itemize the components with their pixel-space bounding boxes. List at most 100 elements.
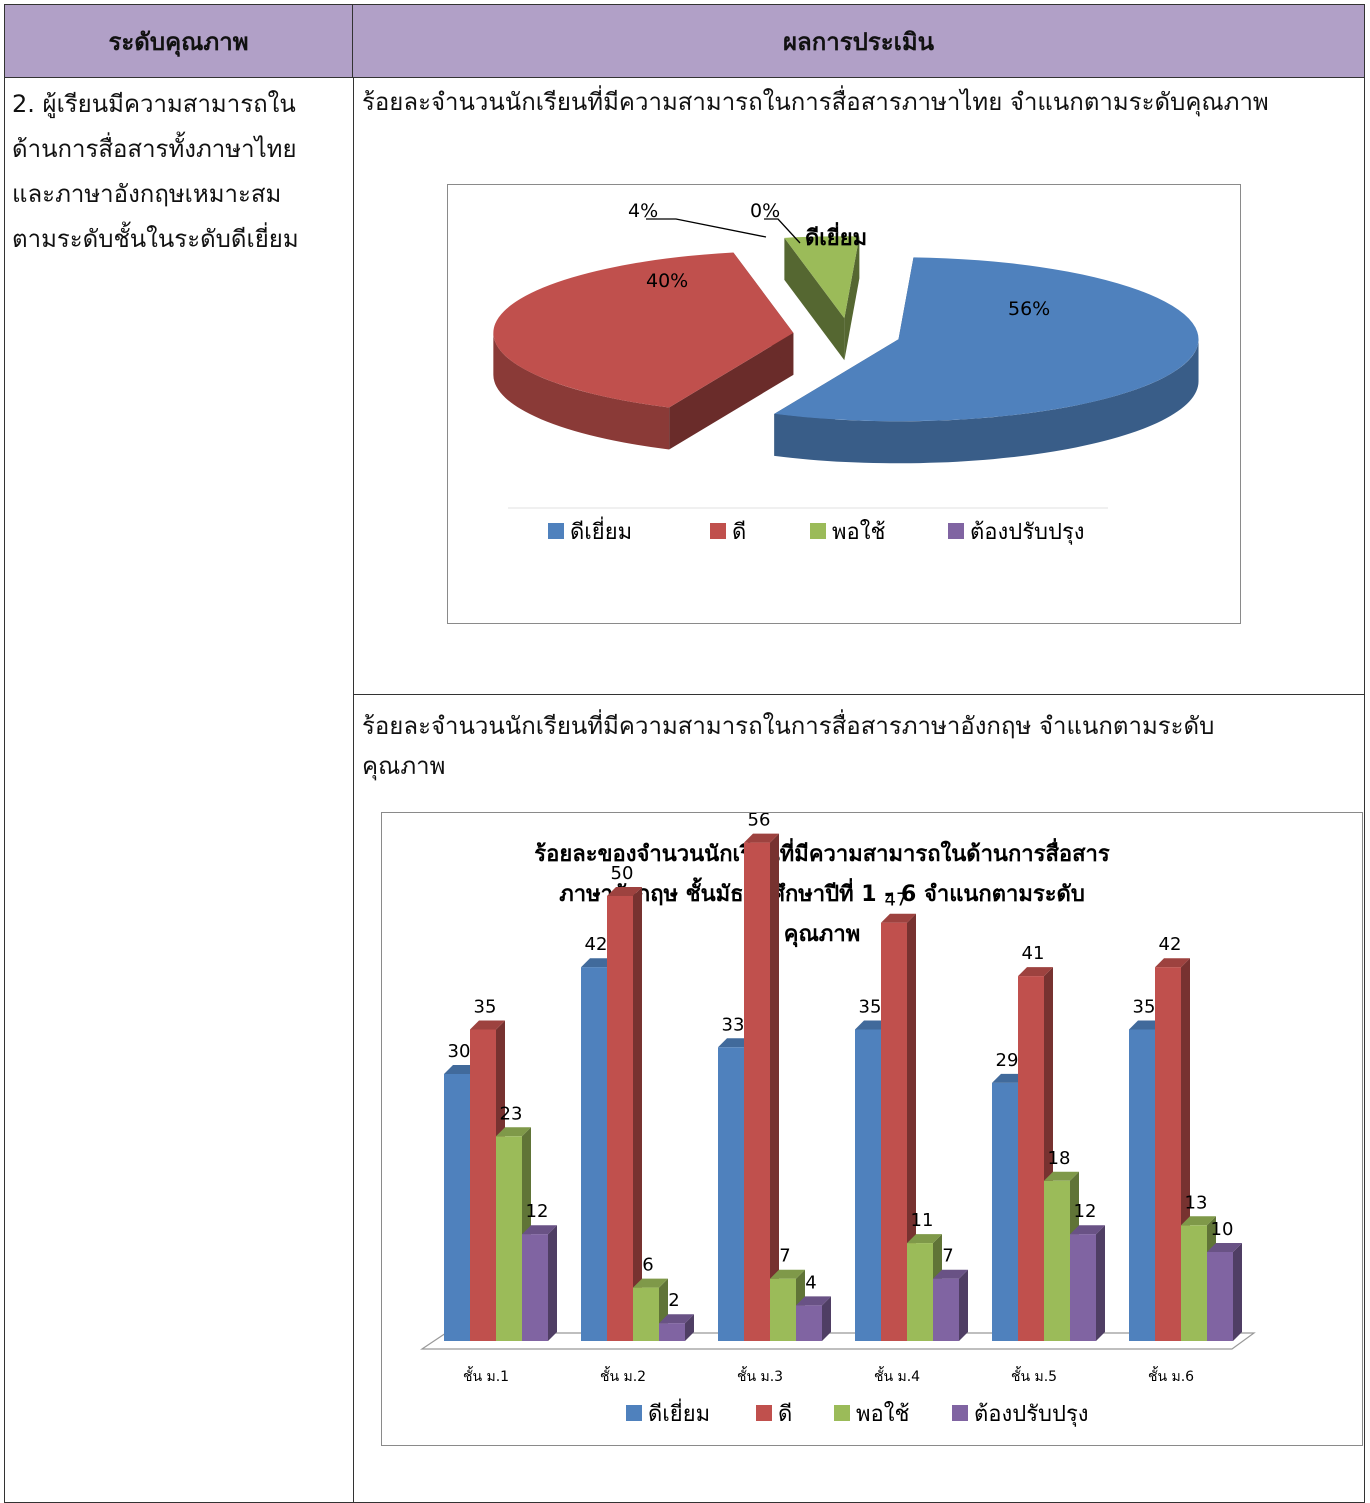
bar-data-label: 12 [1074,1201,1097,1222]
bar-data-label: 47 [885,890,908,911]
bar-data-label: 18 [1048,1148,1071,1169]
row-divider [353,694,1364,695]
pie-chart-svg: 56%40%4% 0%ดีเยี่ยมดีเยี่ยม ดี พอใช้ ต้องปรั… [493,200,1199,545]
english-bar-chart: ร้อยละของจำนวนนักเรียนที่มีความสามารถในด… [381,810,1363,1446]
bar-legend-swatch [952,1405,968,1421]
bar-side [548,1225,557,1341]
bar [1044,1180,1070,1341]
pie-leader-line [764,218,801,244]
pie-legend-label: ดี [732,520,746,545]
pie-annotation: ดีเยี่ยม [805,221,867,251]
bar-legend-label: พอใช้ [856,1401,909,1427]
pie-leader-line [646,218,767,238]
bar-top [1018,967,1053,977]
evaluation-table: ระดับคุณภาพ ผลการประเมิน [4,4,1365,1503]
bar-legend-label: ต้องปรับปรุง [974,1402,1089,1427]
bar [522,1234,548,1341]
bar [496,1136,522,1341]
pie-slice-wall [669,332,794,450]
bar [718,1047,744,1341]
bar-data-label: 11 [911,1210,934,1231]
pie-slice-wall [784,237,845,361]
bar-side [770,833,779,1341]
bar-data-label: 35 [474,997,497,1018]
bar-data-label: 7 [942,1246,953,1267]
bar-top [770,1269,805,1279]
bar-top [607,887,642,896]
bar-top [796,1296,831,1306]
pie-data-label: 0% [750,200,780,222]
bar-side [907,913,916,1341]
bar-chart-title: ร้อยละของจำนวนนักเรียนที่มีความสามารถในด… [534,837,1110,867]
bar-chart-title: ภาษาอังกฤษ ชั้นมัธยมศึกษาปีที่ 1 - 6 จำแ… [559,877,1085,907]
bar-top [659,1314,694,1324]
bar-side [959,1269,968,1341]
bar-category-label: ชั้น ม.1 [463,1366,509,1385]
bar [1070,1234,1096,1341]
header-assessment-result: ผลการประเมิน [782,27,935,56]
bar-legend-label: ดีเยี่ยม [648,1398,710,1427]
criteria-line: และภาษาอังกฤษเหมาะสม [12,180,282,208]
bar [1207,1252,1233,1341]
bar-top [1070,1225,1105,1235]
bar-top [633,1278,668,1288]
bar-data-label: 56 [748,813,771,831]
bar-data-label: 7 [779,1246,790,1267]
bar-side [685,1314,694,1341]
bar-side [1233,1243,1242,1341]
bar-data-label: 35 [859,997,882,1018]
bar [855,1029,881,1341]
pie-legend-label: พอใช้ [832,519,885,545]
bar-data-label: 29 [996,1050,1019,1071]
bar-legend-swatch [626,1405,642,1421]
bar [1129,1029,1155,1341]
bar-legend-swatch [756,1405,772,1421]
bar-data-label: 41 [1022,943,1045,964]
bar-data-label: 2 [668,1290,679,1311]
bar-top [470,1020,505,1030]
caption-line: ร้อยละจำนวนนักเรียนที่มีความสามารถในการส… [362,712,1215,740]
bar [744,842,770,1341]
bar [796,1305,822,1341]
bar-category-label: ชั้น ม.4 [874,1366,920,1385]
bar-legend-swatch [834,1405,850,1421]
bar-top [1155,958,1190,968]
bar-top [522,1225,557,1235]
bar [659,1323,685,1341]
bar-data-label: 30 [448,1041,471,1062]
bar-data-label: 23 [500,1103,523,1124]
pie-legend-swatch [810,523,826,539]
bar-data-label: 42 [585,934,608,955]
bar [444,1074,470,1341]
criteria-line: 2. ผู้เรียนมีความสามารถใน [12,90,296,118]
pie-data-label: 56% [1008,298,1050,320]
pie-legend-swatch [710,523,726,539]
bar [633,1287,659,1341]
bar-data-label: 35 [1133,997,1156,1018]
pie-slice [774,257,1199,422]
thai-pie-chart: 56% 40% 4% 0% ดีเยี่ยม ดีเยี่ยม ดี พอใช้ ต้องปรั… [447,184,1241,624]
bar-data-label: 42 [1159,934,1182,955]
bar-category-label: ชั้น ม.2 [600,1366,646,1385]
bar [933,1278,959,1341]
pie-slice-wall [844,236,860,361]
pie-data-label: 40% [646,270,688,292]
bar [581,967,607,1341]
bar-top [881,913,916,923]
bar [770,1278,796,1341]
bar [607,896,633,1341]
english-chart-caption: ร้อยละจำนวนนักเรียนที่มีความสามารถในการส… [362,706,1322,786]
bar [1018,976,1044,1341]
bar-chart-title: คุณภาพ [784,922,860,948]
pie-data-label: 4% [628,200,658,222]
bar-chart-svg: ร้อยละของจำนวนนักเรียนที่มีความสามารถในด… [420,810,1256,1427]
bar-category-label: ชั้น ม.3 [737,1366,783,1385]
bar-top [907,1234,942,1244]
pie-legend-label: ต้องปรับปรุง [970,520,1085,545]
thai-chart-caption: ร้อยละจำนวนนักเรียนที่มีความสามารถในการส… [362,88,1269,116]
column-divider [353,77,354,1502]
bar-data-label: 4 [805,1272,816,1293]
bar-top [496,1127,531,1137]
bar-top [1181,1216,1216,1226]
pie-slice [493,252,794,408]
